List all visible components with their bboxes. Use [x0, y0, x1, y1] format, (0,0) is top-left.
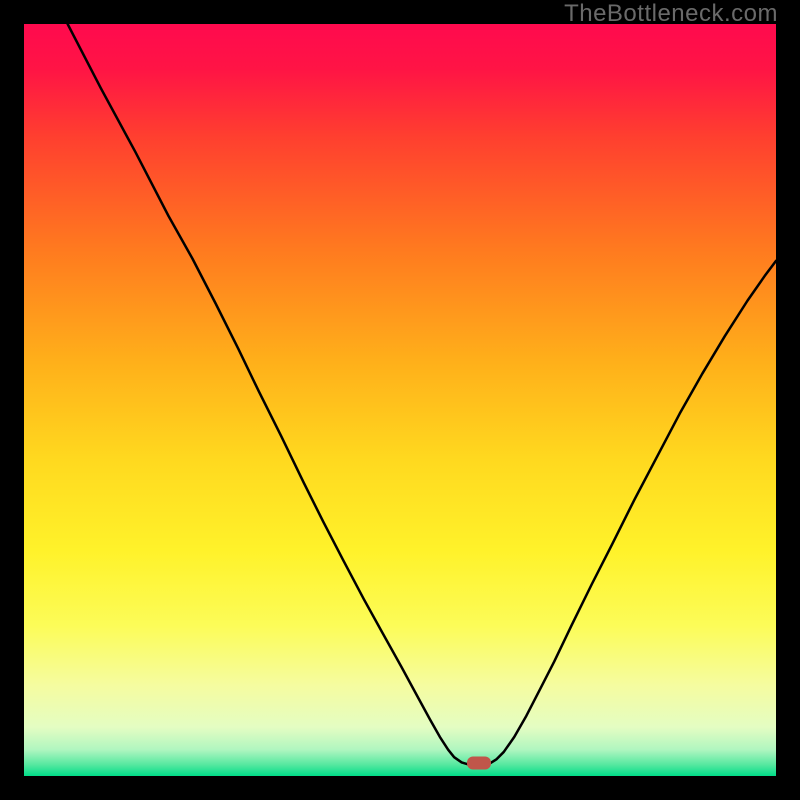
gradient-and-curve-svg — [24, 24, 776, 776]
watermark-label: TheBottleneck.com — [564, 0, 778, 28]
chart-stage: TheBottleneck.com — [0, 0, 800, 800]
plot-area — [24, 24, 776, 776]
minimum-marker — [467, 757, 491, 770]
